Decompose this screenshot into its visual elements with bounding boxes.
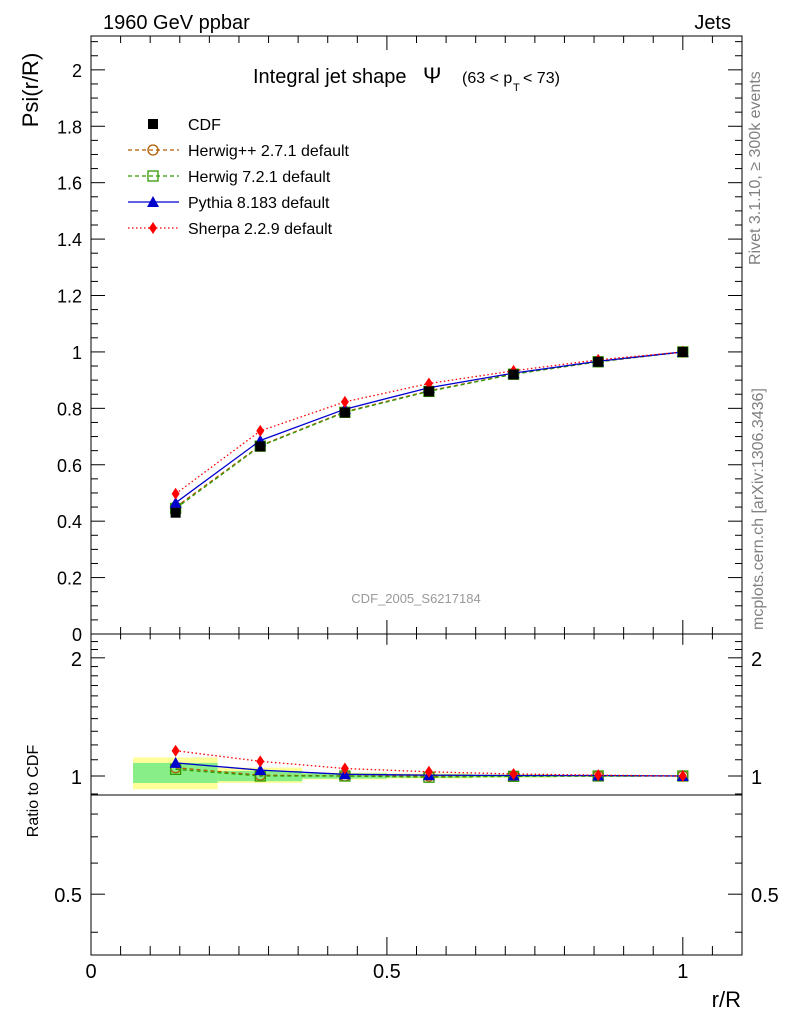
ratio-ytick-label: 1	[71, 767, 82, 789]
main-series-layer	[169, 345, 689, 515]
ratio-ytick-label-right: 0.5	[751, 885, 779, 907]
ratio-point-3	[678, 770, 687, 783]
ratio-xlabel: r/R	[712, 987, 741, 1012]
energy-label: 1960 GeV ppbar	[103, 12, 250, 34]
legend-label-4: Sherpa 2.2.9 default	[188, 221, 333, 238]
legend-marker-1	[147, 144, 159, 156]
ratio-point-3	[509, 767, 518, 780]
ratio-y-axis: 0.5 0.5 1 1 2 2	[54, 641, 779, 933]
cdf-point	[423, 386, 434, 397]
legend-label-1: Herwig++ 2.7.1 default	[188, 143, 350, 160]
cdf-point	[255, 441, 266, 452]
ratio-series-layer	[169, 744, 689, 783]
ratio-point-3	[594, 769, 603, 782]
legend: CDF Herwig++ 2.7.1 default Herwig 7.2.1 de…	[128, 117, 350, 238]
legend-marker-2	[147, 170, 159, 182]
title-range-sub: T	[513, 82, 520, 94]
main-plot-title: Integral jet shape Ψ (63 < p T < 73)	[253, 63, 560, 94]
legend-label-3: Pythia 8.183 default	[188, 195, 330, 212]
legend-label-2: Herwig 7.2.1 default	[188, 169, 331, 186]
cdf-point	[508, 369, 519, 380]
legend-marker-3	[147, 196, 159, 207]
ratio-uncertainty-bands	[133, 757, 641, 790]
cdf-point	[593, 356, 604, 367]
legend-label-0: CDF	[188, 117, 221, 134]
main-ytick-label: 2	[72, 61, 82, 81]
ratio-ytick-label: 0.5	[54, 885, 82, 907]
series-point-3	[171, 487, 180, 500]
cdf-point	[677, 346, 688, 357]
analysis-label: CDF_2005_S6217184	[351, 591, 480, 606]
mcplots-label: mcplots.cern.ch [arXiv:1306.3436]	[750, 388, 767, 630]
xtick-label: 0	[85, 961, 96, 983]
title-text: Integral jet shape	[253, 66, 406, 88]
title-range-close: < 73)	[523, 70, 560, 87]
main-ytick-label: 0.4	[57, 512, 82, 532]
rivet-label: Rivet 3.1.10, ≥ 300k events	[747, 71, 764, 265]
main-y-axis: 0 0.2 0.4 0.6 0.8 1 1.2 1.4 1.6 1.8 2	[57, 36, 743, 645]
cdf-point	[339, 407, 350, 418]
ratio-ylabel: Ratio to CDF	[25, 745, 42, 838]
ratio-ytick-label: 2	[71, 649, 82, 671]
main-ylabel: Psi(r/R)	[18, 53, 43, 128]
x-axis: 0 0.5 1	[85, 634, 743, 983]
main-ytick-label: 1.2	[57, 287, 82, 307]
main-ytick-label: 0.6	[57, 456, 82, 476]
ratio-point-2	[169, 756, 182, 768]
xtick-label: 0.5	[373, 961, 401, 983]
series-line-0	[175, 351, 683, 508]
ratio-point-3	[424, 765, 433, 778]
ratio-ytick-label-right: 1	[751, 767, 762, 789]
cdf-data-layer	[170, 346, 688, 518]
ratio-point-3	[340, 762, 349, 775]
ratio-point-3	[256, 755, 265, 768]
legend-marker-0	[148, 119, 158, 129]
main-ytick-label: 1.8	[57, 117, 82, 137]
title-symbol: Ψ	[423, 63, 441, 88]
ratio-plot-frame	[90, 633, 743, 956]
series-point-2	[169, 496, 182, 508]
ratio-point-3	[171, 744, 180, 757]
series-line-2	[175, 351, 683, 504]
xtick-label: 1	[677, 961, 688, 983]
main-ytick-label: 1.4	[57, 230, 82, 250]
main-ytick-label: 0.2	[57, 569, 82, 589]
ratio-point-2	[254, 764, 267, 776]
category-label: Jets	[694, 12, 731, 34]
legend-marker-4	[149, 222, 157, 234]
main-ytick-label: 1.6	[57, 174, 82, 194]
ratio-ytick-label-right: 2	[751, 649, 762, 671]
series-line-1	[175, 351, 683, 509]
cdf-point	[170, 507, 181, 518]
series-line-3	[175, 351, 683, 495]
series-point-3	[340, 395, 349, 408]
title-range-open: (63 < p	[462, 70, 512, 87]
main-ytick-label: 0	[72, 625, 82, 645]
series-point-3	[256, 424, 265, 437]
main-ytick-label: 0.8	[57, 399, 82, 419]
main-ytick-label: 1	[72, 343, 82, 363]
